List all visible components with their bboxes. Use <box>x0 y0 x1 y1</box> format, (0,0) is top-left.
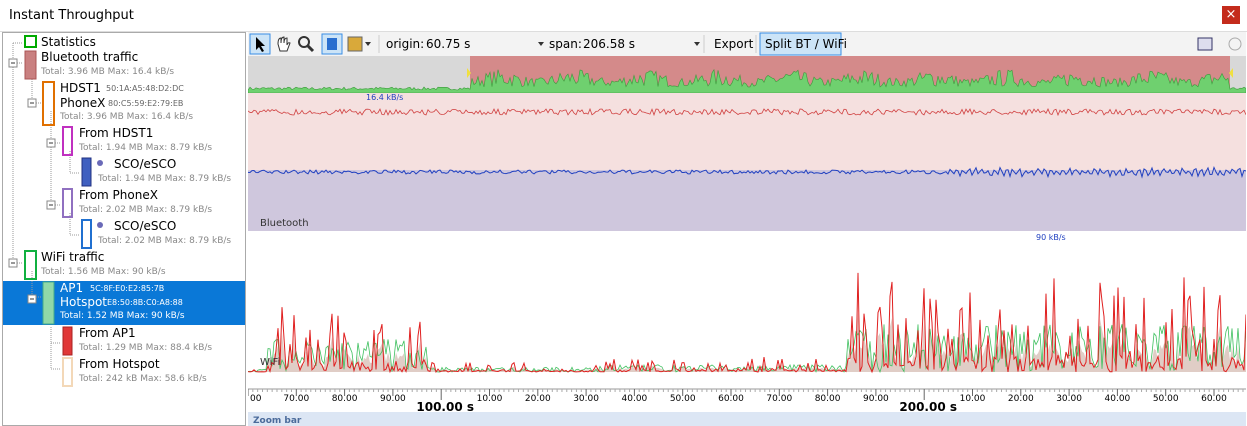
tree-label[interactable]: Hotspot <box>60 295 107 309</box>
toolbar-icons <box>249 32 1242 56</box>
axis-label: 30.00 <box>1056 394 1082 404</box>
bt-lower-bg <box>248 170 1246 231</box>
export-button[interactable]: Export <box>714 37 754 51</box>
pointer-icon <box>256 37 265 52</box>
sco-icons <box>97 160 103 228</box>
split-label: Split BT / WiFi <box>765 37 847 51</box>
bt-max-label: 16.4 kB/s <box>366 93 403 102</box>
axis-label: 10.00 <box>960 394 986 404</box>
zoom-bar-label: Zoom bar <box>253 416 302 426</box>
tree-detail: Total: 1.94 MB Max: 8.79 kB/s <box>79 143 213 153</box>
axis-label: 50.00 <box>670 394 696 404</box>
close-button[interactable]: × <box>1222 6 1240 24</box>
zoom-tool[interactable] <box>298 36 310 48</box>
axis-label: 90.00 <box>863 394 889 404</box>
wifi-label: WiFi <box>260 357 280 368</box>
tree-label[interactable]: From PhoneX <box>79 188 158 202</box>
swatch <box>42 281 55 325</box>
swatch <box>81 219 92 249</box>
expander-minus <box>11 62 53 300</box>
tree-address: 80:C5:59:E2:79:EB <box>108 99 184 108</box>
bt-blue-trace <box>248 165 1246 179</box>
tree-detail: Total: 1.94 MB Max: 8.79 kB/s <box>98 174 232 184</box>
live-button[interactable] <box>1228 37 1242 51</box>
tree-detail: Total: 3.96 MB Max: 16.4 kB/s <box>41 67 175 77</box>
axis-label: 60.00 <box>1201 394 1227 404</box>
tree-detail: Total: 3.96 MB Max: 16.4 kB/s <box>60 112 194 122</box>
tree-panel: Statistics Bluetooth traffic Total: 3.96… <box>2 32 246 426</box>
toolbar: origin: 60.75 s span: 206.58 s Export Sp… <box>248 32 1246 57</box>
tree-label[interactable]: SCO/eSCO <box>114 219 177 233</box>
tree-detail: Total: 1.29 MB Max: 88.4 kB/s <box>79 343 213 353</box>
tree-label[interactable]: AP1 <box>60 281 84 295</box>
axis-label: 00 <box>250 394 262 404</box>
tree-label[interactable]: From HDST1 <box>79 126 154 140</box>
tree-address: 50:1A:A5:48:D2:DC <box>106 84 184 93</box>
axis-label: 20.00 <box>525 394 551 404</box>
tree-graphics <box>3 35 245 387</box>
axis-major-label: 200.00 s <box>899 400 957 414</box>
throughput-chart: 16.4 kB/s Bluetooth 90 kB/s WiFi 00 70.00 80.0… <box>248 56 1246 426</box>
axis-label: 20.00 <box>1008 394 1034 404</box>
axis-label: 30.00 <box>573 394 599 404</box>
axis-label: 80.00 <box>332 394 358 404</box>
origin-value[interactable]: 60.75 s <box>426 37 471 51</box>
axis-label: 10.00 <box>477 394 503 404</box>
window-title: Instant Throughput <box>9 8 134 23</box>
marker-tool[interactable] <box>347 36 363 52</box>
tree-label[interactable]: HDST1 <box>60 81 101 95</box>
axis-label: 50.00 <box>1153 394 1179 404</box>
swatch <box>42 81 55 126</box>
dropdown-arrow <box>365 42 371 46</box>
tree-detail: Total: 1.56 MB Max: 90 kB/s <box>41 267 166 277</box>
span-label: span: <box>549 37 582 51</box>
tree-label[interactable]: WiFi traffic <box>41 250 105 264</box>
tree-detail: Total: 242 kB Max: 58.6 kB/s <box>79 374 207 384</box>
tree-address: E8:50:8B:C0:A8:88 <box>107 298 183 307</box>
axis-label: 40.00 <box>1105 394 1131 404</box>
axis-label: 70.00 <box>283 394 309 404</box>
overview-wave <box>248 68 1246 94</box>
tree-detail: Total: 1.52 MB Max: 90 kB/s <box>60 311 185 321</box>
hand-tool[interactable] <box>277 36 291 52</box>
swatch <box>24 35 37 48</box>
swatch <box>62 126 73 156</box>
tree-label[interactable]: From AP1 <box>79 326 136 340</box>
axis-label: 80.00 <box>815 394 841 404</box>
axis-label: 90.00 <box>380 394 406 404</box>
bt-label: Bluetooth <box>260 218 309 229</box>
axis-label: 40.00 <box>622 394 648 404</box>
zoom-handle <box>306 44 315 53</box>
tree-label[interactable]: Statistics <box>41 35 96 49</box>
separators <box>378 35 757 53</box>
tree-address: 5C:8F:E0:E2:85:7B <box>90 284 165 293</box>
bt-upper-bg <box>248 93 1246 170</box>
swatch <box>81 157 92 187</box>
axis-major-label: 100.00 s <box>416 400 474 414</box>
wifi-max-label: 90 kB/s <box>1036 233 1066 242</box>
tree-label[interactable]: From Hotspot <box>79 357 160 371</box>
view-icon <box>327 38 337 50</box>
tree-label[interactable]: SCO/eSCO <box>114 157 177 171</box>
bt-red-trace <box>248 107 1246 117</box>
swatch <box>24 50 37 80</box>
split-toggle[interactable] <box>759 32 842 56</box>
swatch <box>62 188 73 218</box>
span-value[interactable]: 206.58 s <box>583 37 636 51</box>
title-bar: Instant Throughput × <box>0 0 1247 32</box>
tree-detail: Total: 2.02 MB Max: 8.79 kB/s <box>98 236 232 246</box>
copy-button[interactable] <box>1197 37 1213 51</box>
origin-label: origin: <box>386 37 425 51</box>
swatch <box>62 326 73 356</box>
axis-label: 60.00 <box>718 394 744 404</box>
axis-label: 70.00 <box>766 394 792 404</box>
wifi-red-trace <box>248 272 1246 374</box>
swatch <box>62 357 73 387</box>
tree-detail: Total: 2.02 MB Max: 8.79 kB/s <box>79 205 213 215</box>
zoom-bar[interactable] <box>248 412 1246 426</box>
swatch <box>24 250 37 280</box>
tree-label[interactable]: PhoneX <box>60 96 106 110</box>
tree-label[interactable]: Bluetooth traffic <box>41 50 139 64</box>
